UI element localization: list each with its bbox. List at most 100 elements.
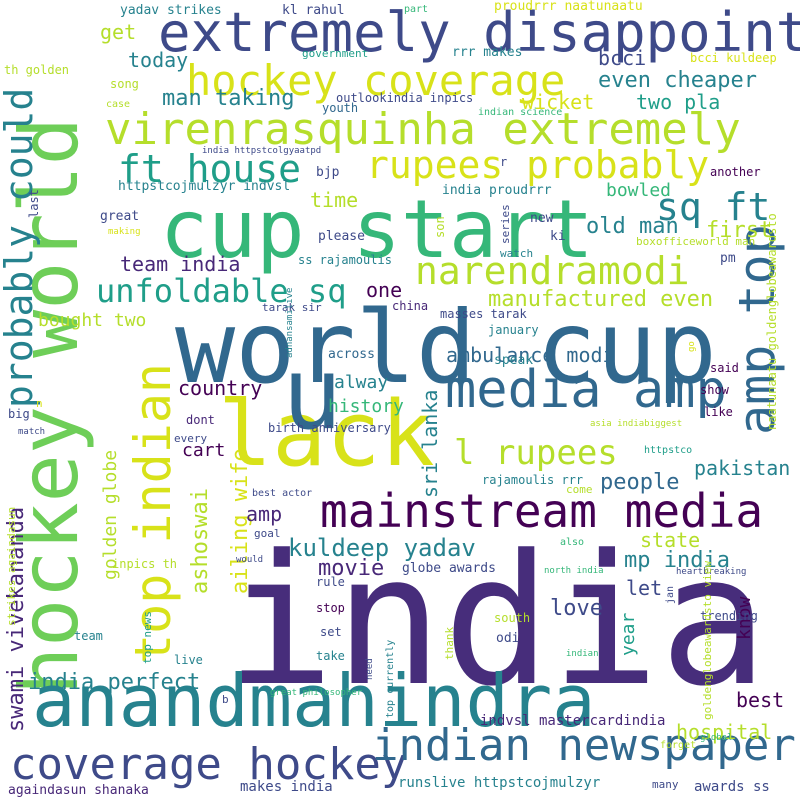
word-hospital: hospital	[676, 720, 773, 744]
word-th-golden: th golden	[4, 63, 70, 77]
word-like: like	[704, 405, 733, 419]
word-set: set	[320, 625, 342, 639]
word-alway: alway	[334, 372, 389, 393]
word-also: also	[560, 537, 585, 548]
word-u: u	[282, 335, 343, 452]
word-strikes-againdasun: strikes againdasun	[5, 506, 18, 626]
word-hockey-coverage: hockey coverage	[186, 56, 566, 105]
word-movie: movie	[318, 556, 385, 581]
word-goldenglobeawardsto-view: goldenglobeawardsto view	[701, 561, 714, 720]
word-bowled: bowled	[606, 180, 672, 201]
word-inpics-th: inpics th	[112, 557, 178, 571]
word-take: take	[316, 649, 345, 663]
word-rule: rule	[316, 575, 345, 589]
word-media-amp: media amp	[445, 360, 727, 420]
word-rrr-makes: rrr makes	[452, 45, 523, 60]
word-top-currently: top currently	[385, 639, 396, 718]
word-indian-newspapers: indian newspapers	[372, 720, 800, 771]
word-globe-awards: globe awards	[402, 561, 496, 576]
word-global: global	[700, 733, 733, 743]
word-outlookindia-inpics: outlookindia inpics	[336, 91, 474, 105]
word-show: show	[700, 383, 729, 397]
word-india-perfect: india perfect	[28, 670, 201, 695]
word-year: year	[618, 612, 639, 656]
word-httpstco: httpstco	[644, 445, 693, 456]
word-best: best	[736, 688, 785, 712]
word-state: state	[640, 528, 701, 552]
word-boxofficeworld-man: boxofficeworld man	[636, 235, 756, 248]
word-makes-india: makes india	[240, 779, 333, 795]
word-asia-indiabiggest: asia indiabiggest	[590, 419, 683, 429]
word-many: many	[652, 778, 679, 791]
word-tarak-sir: tarak sir	[262, 301, 322, 314]
word-history: history	[328, 396, 404, 417]
word-r: r	[500, 155, 508, 169]
word-india-proudrrr: india proudrrr	[442, 183, 552, 198]
word-said: said	[710, 361, 739, 375]
word-indian: indian	[566, 649, 599, 659]
word-odi: odi	[496, 631, 520, 646]
word-get: get	[100, 20, 137, 44]
word-mainstream-media: mainstream media	[320, 484, 764, 538]
word-series: series	[499, 204, 512, 244]
word-sq-ft: sq ft	[656, 185, 771, 229]
word-song: song	[110, 77, 139, 91]
word-extremely-disappointed: extremely disappointed	[158, 1, 800, 64]
word-come: come	[566, 483, 593, 496]
word-best-actor: best actor	[252, 488, 313, 499]
word-great-philosopher: great philosopher	[270, 688, 363, 698]
word-china: china	[392, 299, 429, 313]
word-ss-rajamoulis: ss rajamoulis	[298, 253, 392, 267]
word-india: india	[226, 517, 768, 726]
word-cup-start: cup start	[160, 183, 594, 276]
word-making: making	[108, 227, 141, 237]
word-wicket: wicket	[522, 90, 595, 114]
word-across: across	[328, 347, 375, 362]
word-love: love	[550, 596, 603, 621]
word-coverage-hockey: coverage hockey	[10, 739, 408, 790]
word-heartbreaking: heartbreaking	[676, 567, 747, 577]
word-youth: youth	[322, 101, 359, 115]
word-part: part	[404, 4, 429, 15]
word-n: n	[36, 397, 43, 410]
word-case: case	[106, 99, 131, 110]
word-one: one	[366, 278, 403, 302]
word-last: last	[27, 189, 41, 218]
word-two-pla: two pla	[636, 90, 721, 114]
word-bought-two: bought two	[38, 310, 147, 331]
word-old-man: old man	[586, 214, 679, 239]
word-pakistan: pakistan	[694, 456, 791, 480]
word-january: january	[488, 323, 539, 337]
word-speak: speak	[494, 353, 534, 368]
word-south: south	[494, 611, 531, 625]
word-every: every	[174, 432, 208, 445]
word-sri-lanka: sri lanka	[418, 389, 442, 498]
word-goal: goal	[254, 527, 281, 540]
word-cart: cart	[182, 440, 226, 461]
word-awards-ss: awards ss	[694, 779, 770, 795]
word-top-news: top news	[141, 611, 154, 664]
word-another: another	[710, 165, 761, 179]
word-manufactured-even: manufactured even	[488, 287, 714, 312]
word-rajamoulis-rrr: rajamoulis rrr	[482, 473, 584, 487]
word-virenrasquinha-extremely: virenrasquinha extremely	[105, 104, 741, 155]
word-first: first	[706, 218, 773, 243]
word-amp: amp	[246, 502, 283, 526]
word-please: please	[318, 229, 365, 244]
word-government: government	[302, 47, 369, 60]
word-narendramodi: narendramodi	[415, 249, 690, 293]
word-would: would	[236, 555, 264, 565]
word-big: big	[8, 407, 30, 421]
word-north-india: north india	[544, 566, 604, 576]
word-masses-tarak: masses tarak	[440, 307, 527, 321]
word-dont: dont	[186, 413, 215, 427]
word-country: country	[178, 376, 263, 400]
word-naatunaatu-goldenglobeawardsto: naatunaatu goldenglobeawardsto	[765, 213, 779, 430]
word-match: match	[18, 427, 46, 437]
word-unfoldable-sq: probably could	[0, 87, 41, 408]
word-let: let	[626, 576, 663, 600]
word-lack: lack	[218, 382, 435, 487]
word-even-cheaper: even cheaper	[598, 68, 757, 93]
word-indian-science: indian science	[478, 107, 563, 118]
word-people: people	[600, 470, 680, 495]
